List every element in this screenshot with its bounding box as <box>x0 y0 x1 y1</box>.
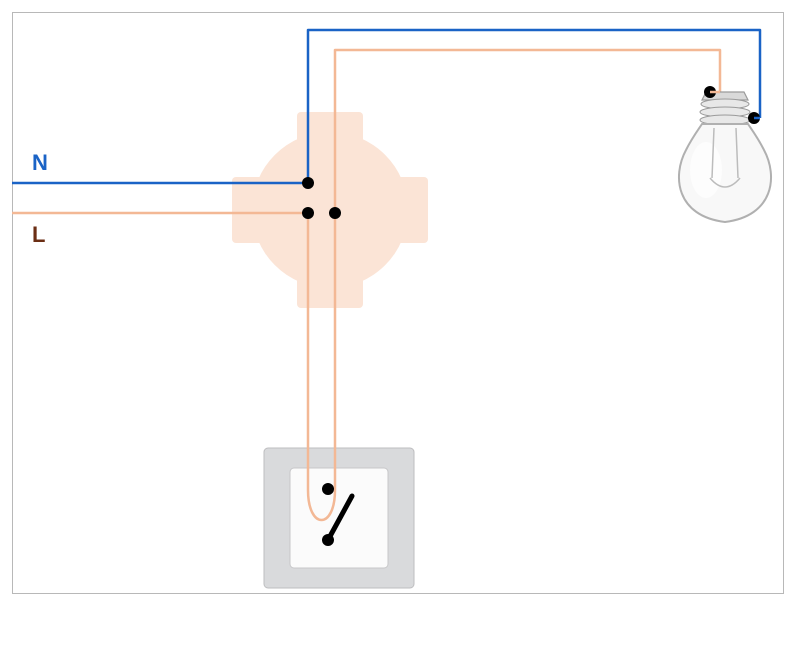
live-wire-supply <box>12 213 308 490</box>
live-wire-switched <box>335 50 720 490</box>
diagram-svg <box>0 0 800 663</box>
label-live: L <box>32 222 45 248</box>
light-bulb <box>679 86 771 222</box>
switch-terminal-top <box>322 483 334 495</box>
label-neutral: N <box>32 150 48 176</box>
wiring-diagram: N L <box>0 0 800 663</box>
